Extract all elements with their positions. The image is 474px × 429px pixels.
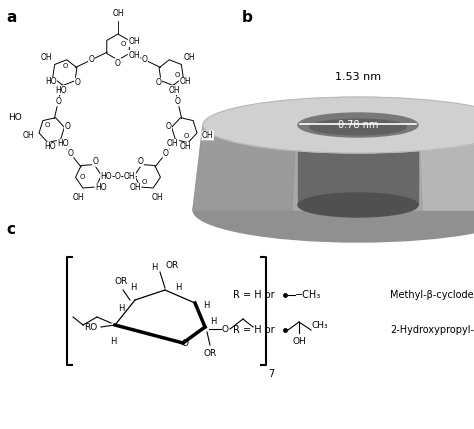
Polygon shape: [420, 125, 474, 210]
Text: a: a: [6, 10, 17, 25]
Text: OH: OH: [202, 131, 213, 140]
Text: O: O: [121, 41, 126, 47]
Polygon shape: [193, 125, 474, 210]
Text: O: O: [163, 149, 169, 158]
Text: O: O: [74, 78, 80, 87]
Text: Methyl-β-cyclodextrin: Methyl-β-cyclodextrin: [390, 290, 474, 300]
Text: O: O: [45, 122, 50, 128]
Text: OH: OH: [184, 53, 196, 62]
Text: OH: OH: [72, 193, 84, 202]
Polygon shape: [193, 125, 296, 210]
Text: OH: OH: [169, 86, 181, 95]
Text: OH: OH: [167, 139, 179, 148]
Text: HO: HO: [100, 172, 112, 181]
Ellipse shape: [298, 113, 418, 137]
Text: H: H: [110, 337, 116, 346]
Text: H: H: [118, 304, 124, 313]
Text: RO: RO: [84, 323, 97, 332]
Text: HO: HO: [45, 78, 57, 87]
Text: HO: HO: [57, 139, 69, 148]
Text: H: H: [152, 263, 158, 272]
Text: O: O: [64, 122, 70, 131]
Text: H: H: [203, 300, 210, 309]
Text: H: H: [210, 317, 216, 326]
Text: O: O: [182, 339, 189, 348]
Text: OH: OH: [179, 78, 191, 87]
Text: HO: HO: [8, 112, 22, 121]
Text: OR: OR: [166, 260, 179, 269]
Text: −CH₃: −CH₃: [295, 290, 321, 300]
Text: HO: HO: [45, 142, 56, 151]
Text: OR: OR: [114, 277, 128, 286]
Text: O: O: [137, 157, 144, 166]
Text: CH₃: CH₃: [312, 321, 328, 330]
Text: O: O: [166, 122, 172, 131]
Text: OH: OH: [112, 9, 124, 18]
Text: R = H or: R = H or: [233, 325, 274, 335]
Ellipse shape: [193, 178, 474, 242]
Text: OH: OH: [40, 53, 52, 62]
Text: R = H or: R = H or: [233, 290, 274, 300]
Text: O: O: [115, 172, 121, 181]
Text: c: c: [6, 222, 15, 237]
Text: O: O: [89, 55, 94, 64]
Text: 0.78 nm: 0.78 nm: [338, 120, 378, 130]
Text: H: H: [175, 284, 182, 293]
Text: H: H: [130, 283, 136, 292]
Ellipse shape: [203, 97, 474, 153]
Text: OH: OH: [292, 337, 306, 346]
Text: O: O: [156, 78, 162, 87]
Text: b: b: [242, 10, 253, 25]
Polygon shape: [298, 125, 418, 205]
Text: OR: OR: [203, 349, 217, 358]
Text: O: O: [79, 174, 85, 180]
Text: OH: OH: [129, 183, 141, 192]
Text: 1.53 nm: 1.53 nm: [335, 72, 381, 82]
Ellipse shape: [298, 193, 418, 217]
Text: O: O: [115, 58, 121, 67]
Text: OH: OH: [22, 131, 34, 140]
Text: OH: OH: [128, 51, 140, 60]
Text: OH: OH: [180, 142, 191, 151]
Text: O: O: [55, 97, 61, 106]
Ellipse shape: [310, 119, 406, 135]
Text: OH: OH: [128, 37, 140, 46]
Text: O: O: [142, 55, 147, 64]
Text: HO: HO: [95, 183, 107, 192]
Text: 2-Hydroxypropyl-β-cyclodextrin: 2-Hydroxypropyl-β-cyclodextrin: [390, 325, 474, 335]
Text: HO: HO: [55, 86, 67, 95]
Text: OH: OH: [124, 172, 136, 181]
Text: O: O: [67, 149, 73, 158]
Text: O: O: [175, 97, 181, 106]
Text: O: O: [92, 157, 99, 166]
Text: O: O: [141, 178, 146, 184]
Text: OH: OH: [152, 193, 164, 202]
Text: 7: 7: [268, 369, 274, 379]
Text: O: O: [221, 324, 228, 333]
Text: O: O: [63, 63, 68, 69]
Text: O: O: [183, 133, 189, 139]
Text: O: O: [174, 72, 180, 78]
